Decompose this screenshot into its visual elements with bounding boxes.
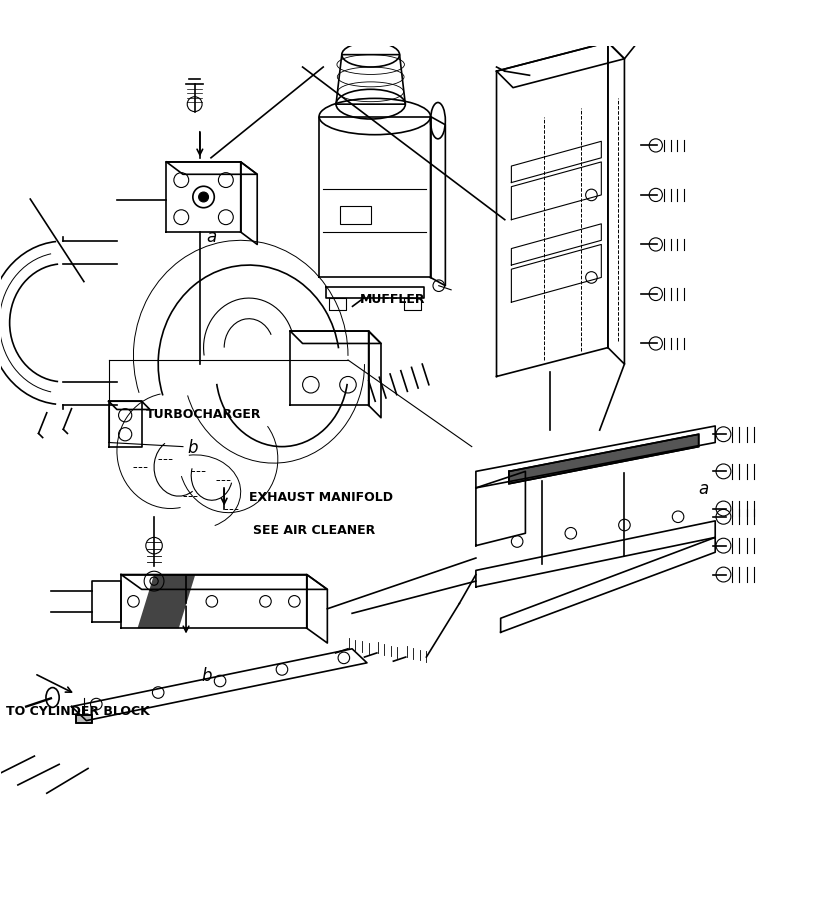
Text: b: b [187,438,198,456]
Circle shape [198,193,208,203]
Text: a: a [206,228,216,246]
Bar [339,207,370,225]
Text: SEE AIR CLEANER: SEE AIR CLEANER [253,523,375,536]
Text: a: a [698,480,708,497]
Text: TO CYLINDER BLOCK: TO CYLINDER BLOCK [6,705,149,718]
Text: TURBOCHARGER: TURBOCHARGER [146,408,261,421]
Polygon shape [75,715,92,723]
Polygon shape [137,575,195,629]
Text: b: b [201,666,212,685]
Text: EXHAUST MANIFOLD: EXHAUST MANIFOLD [249,490,393,503]
Polygon shape [509,435,698,484]
Text: MUFFLER: MUFFLER [360,292,425,305]
